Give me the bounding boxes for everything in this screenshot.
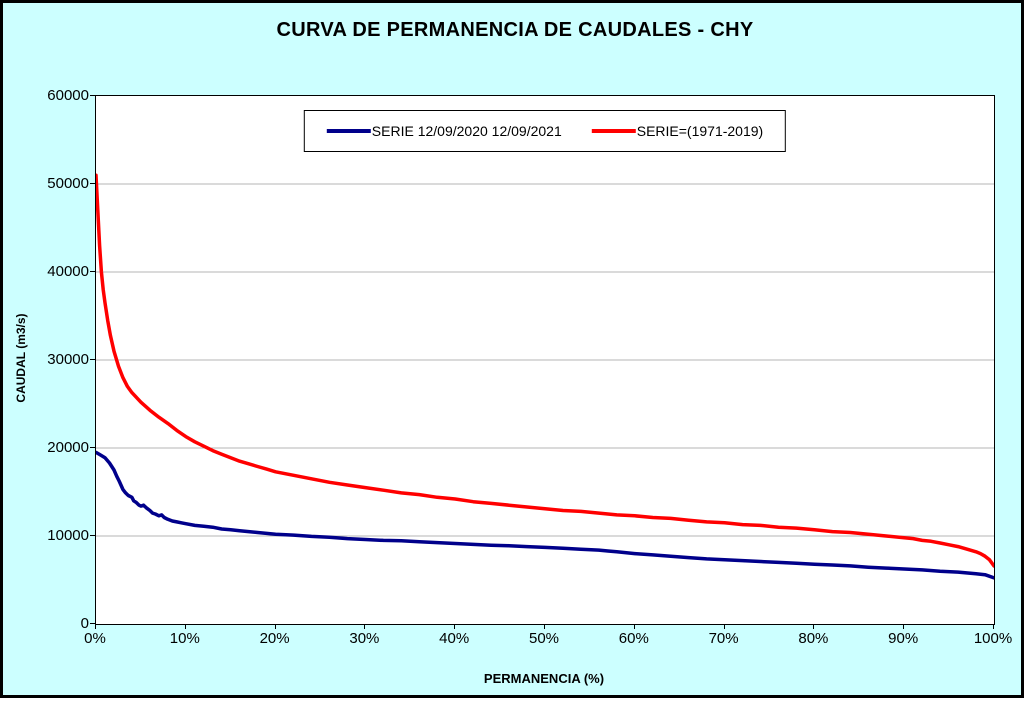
legend: SERIE 12/09/2020 12/09/2021 SERIE=(1971-… (303, 110, 787, 152)
x-tick-label: 20% (259, 630, 290, 647)
y-tick-label: 0 (80, 615, 89, 632)
legend-line-red-icon (591, 129, 636, 133)
x-tick-label: 60% (618, 630, 649, 647)
chart-title: CURVA DE PERMANENCIA DE CAUDALES - CHY (276, 19, 754, 41)
x-tick-mark (454, 624, 456, 629)
x-tick-mark (723, 624, 725, 629)
x-tick-label: 30% (349, 630, 380, 647)
y-tick-mark (90, 271, 95, 272)
y-tick-mark (90, 359, 95, 360)
legend-line-blue-icon (326, 129, 371, 133)
y-tick-mark (90, 623, 95, 624)
x-tick-mark (544, 624, 545, 629)
legend-item-serie-1971-2019: SERIE=(1971-2019) (591, 123, 764, 139)
x-tick-label: 40% (439, 630, 470, 647)
x-tick-mark (633, 624, 635, 629)
y-tick-label: 20000 (47, 439, 89, 456)
y-tick-mark (90, 535, 95, 536)
x-tick-label: 90% (888, 630, 919, 647)
x-tick-mark (993, 624, 994, 629)
legend-item-serie-2020-2021: SERIE 12/09/2020 12/09/2021 (326, 123, 562, 139)
y-tick-mark (90, 183, 95, 184)
x-tick-mark (364, 624, 366, 629)
x-tick-mark (903, 624, 905, 629)
y-tick-mark (90, 447, 95, 448)
series-line-1 (96, 173, 994, 568)
y-tick-label: 30000 (47, 351, 89, 368)
y-tick-label: 40000 (47, 263, 89, 280)
x-tick-label: 80% (798, 630, 829, 647)
x-tick-label: 70% (708, 630, 739, 647)
legend-label-serie-1971-2019: SERIE=(1971-2019) (636, 123, 764, 139)
x-axis-title: PERMANENCIA (%) (483, 671, 605, 686)
y-tick-mark (90, 95, 95, 96)
chart-canvas: CURVA DE PERMANENCIA DE CAUDALES - CHY S… (3, 3, 1024, 701)
x-tick-mark (184, 624, 186, 629)
plot-svg (96, 173, 994, 580)
y-tick-label: 60000 (47, 87, 89, 104)
x-tick-mark (95, 624, 96, 629)
x-tick-label: 0% (84, 630, 106, 647)
x-tick-label: 10% (169, 630, 200, 647)
series-line-0 (96, 450, 994, 580)
y-tick-label: 50000 (47, 175, 89, 192)
x-tick-label: 100% (973, 630, 1013, 647)
x-tick-mark (813, 624, 815, 629)
y-tick-label: 10000 (47, 527, 89, 544)
legend-label-serie-2020-2021: SERIE 12/09/2020 12/09/2021 (371, 123, 562, 139)
plot-area: SERIE 12/09/2020 12/09/2021 SERIE=(1971-… (95, 95, 995, 625)
x-tick-mark (274, 624, 276, 629)
x-tick-label: 50% (528, 630, 560, 647)
